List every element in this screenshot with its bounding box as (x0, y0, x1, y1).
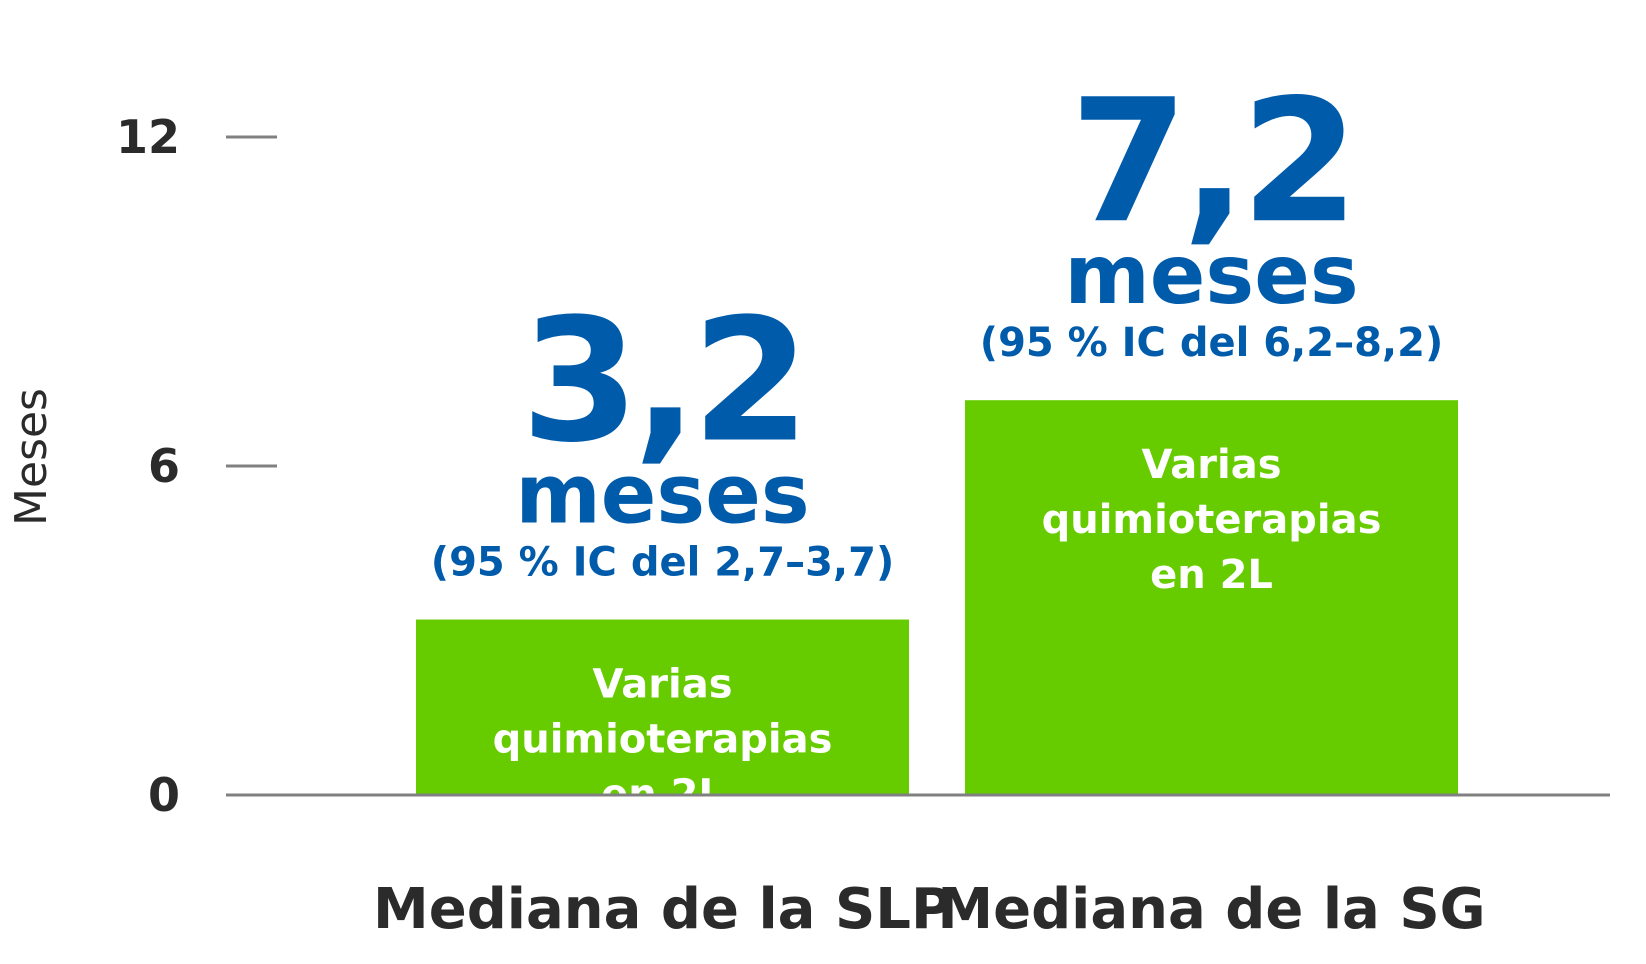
y-tick-label: 12 (116, 110, 180, 164)
ci-label: (95 % IC del 6,2–8,2) (980, 320, 1443, 366)
bar-inner-label: quimioterapias (493, 717, 833, 763)
bar (416, 619, 909, 795)
bar-inner-label: Varias (593, 662, 733, 708)
bars-group: Varias quimioterapias en 2L (95 % IC del 2,… (416, 63, 1458, 818)
ci-label: (95 % IC del 2,7–3,7) (431, 540, 894, 586)
y-axis-label: Meses (6, 388, 57, 526)
value-label: 3,2 (521, 283, 804, 481)
unit-label: meses (515, 448, 809, 543)
bar-inner-label: en 2L (1150, 552, 1273, 598)
bar-inner-label: Varias (1142, 442, 1282, 488)
x-category-label: Mediana de la SLP (373, 877, 952, 942)
y-tick-label: 6 (148, 439, 180, 493)
x-category-label: Mediana de la SG (937, 877, 1485, 942)
y-axis: 0 6 12 (116, 110, 277, 822)
unit-label: meses (1064, 228, 1358, 323)
value-label: 7,2 (1070, 63, 1353, 261)
bar-inner-label: quimioterapias (1042, 497, 1382, 543)
bar (965, 400, 1458, 795)
y-tick-label: 0 (148, 768, 180, 822)
